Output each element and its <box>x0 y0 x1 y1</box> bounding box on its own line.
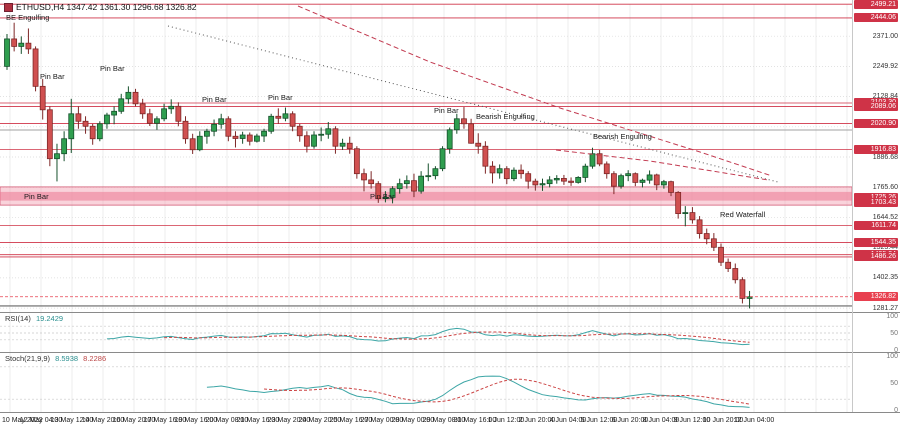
pattern-annotation: Pin Bar <box>202 95 227 104</box>
stoch-axis-label: 50 <box>890 379 898 387</box>
price-tick-label: 2128.84 <box>872 93 898 101</box>
price-level-label: 2444.06 <box>854 13 898 23</box>
time-tick-label: 21 May 16:00 <box>236 417 280 424</box>
time-tick-label: 16 May 20:00 <box>112 417 156 424</box>
price-level-label: 1725.26 <box>854 192 898 202</box>
time-tick-label: 6 Jun 20:00 <box>611 417 649 424</box>
time-tick-label: 29 May 08:00 <box>422 417 466 424</box>
time-tick-label: 12 May 04:00 <box>19 417 63 424</box>
stoch-axis-label: 0 <box>894 406 898 414</box>
current-price-label: 1326.82 <box>854 292 898 302</box>
rsi-value: 19.2429 <box>35 314 64 323</box>
rsi-indicator-label: RSI(14) 19.2429 <box>5 314 63 323</box>
time-tick-label: 10 May 2022 <box>2 417 43 424</box>
price-tick-label: 1402.35 <box>872 274 898 282</box>
price-level-label: 2020.90 <box>854 119 898 129</box>
price-level-label: 1703.43 <box>854 198 898 208</box>
time-tick-label: 1 Jun 12:00 <box>487 417 525 424</box>
pattern-annotation: Pin Bar <box>370 192 395 201</box>
time-axis[interactable]: 10 May 2022 12 May 04:00 13 May 12:00 14 Ma… <box>0 413 900 433</box>
time-tick-label: 23 May 20:00 <box>267 417 311 424</box>
rsi-axis-label: 0 <box>894 346 898 354</box>
time-tick-label: 25 May 16:00 <box>329 417 373 424</box>
price-tick-label: 2249.92 <box>872 62 898 70</box>
stoch-value: 8.5938 <box>55 354 79 363</box>
time-tick-label: 17 May 16:00 <box>143 417 187 424</box>
symbol-ohlc-line: ETHUSD,H4 1347.42 1361.30 1296.68 1326.8… <box>16 2 197 12</box>
time-tick-label: 20 May 08:00 <box>205 417 249 424</box>
price-tick-label: 1644.52 <box>872 213 898 221</box>
time-tick-label: 24 May 20:00 <box>298 417 342 424</box>
pattern-note-be-engulfing: BE Engulfing <box>6 13 50 22</box>
price-level-label: 2499.21 <box>854 0 898 9</box>
time-tick-label: 31 May 16:00 <box>453 417 497 424</box>
rsi-name: RSI(14) <box>5 314 31 323</box>
stoch-name: Stoch(21,9,9) <box>5 354 51 363</box>
pattern-annotation: Red Waterfall <box>720 210 766 219</box>
price-level-label: 1486.26 <box>854 252 898 262</box>
stoch-signal-value: 8.2286 <box>83 354 107 363</box>
chart-title: ETHUSD,H4 1347.42 1361.30 1296.68 1326.8… <box>4 2 197 12</box>
time-tick-label: 12 Jun 04:00 <box>733 417 775 424</box>
time-tick-label: 2 Jun 20:00 <box>518 417 556 424</box>
price-tick-label: 1523.44 <box>872 244 898 252</box>
pattern-annotation: Pin Bar <box>40 72 65 81</box>
price-level-label: 2089.06 <box>854 102 898 112</box>
time-tick-label: 14 May 20:00 <box>81 417 125 424</box>
pattern-annotation: Bearish Engulfing <box>593 132 652 141</box>
price-level-label: 1544.35 <box>854 237 898 247</box>
time-tick-label: 4 Jun 04:00 <box>549 417 587 424</box>
stoch-indicator-label: Stoch(21,9,9) 8.5938 8.2286 <box>5 354 106 363</box>
time-tick-label: 13 May 12:00 <box>50 417 94 424</box>
rsi-axis-label: 50 <box>890 329 898 337</box>
price-tick-label: 1886.68 <box>872 153 898 161</box>
price-level-label: 1611.74 <box>854 221 898 231</box>
price-tick-label: 2371.00 <box>872 32 898 40</box>
time-tick-label: 5 Jun 12:00 <box>580 417 618 424</box>
stoch-axis-label: 100 <box>886 352 898 360</box>
price-level-label: 1916.83 <box>854 145 898 154</box>
pattern-annotation: Pin Bar <box>100 64 125 73</box>
pattern-annotation: Pin Bar <box>268 93 293 102</box>
time-tick-label: 9 Jun 12:00 <box>673 417 711 424</box>
pattern-annotation: Pin Bar <box>434 106 459 115</box>
price-tick-label: 1765.60 <box>872 183 898 191</box>
price-axis[interactable]: 2371.002249.922128.842007.761886.681765.… <box>853 0 900 414</box>
time-tick-label: 10 Jun 20:00 <box>702 417 744 424</box>
rsi-axis-label: 100 <box>886 312 898 320</box>
time-tick-label: 19 May 16:00 <box>174 417 218 424</box>
pattern-annotation: Pin Bar <box>24 192 49 201</box>
price-tick-label: 1281.27 <box>872 304 898 312</box>
time-tick-label: 28 May 00:00 <box>391 417 435 424</box>
pattern-annotation: Bearish Engulfing <box>476 112 535 121</box>
time-tick-label: 27 May 00:00 <box>360 417 404 424</box>
time-tick-label: 8 Jun 04:00 <box>642 417 680 424</box>
symbol-icon <box>4 2 13 12</box>
